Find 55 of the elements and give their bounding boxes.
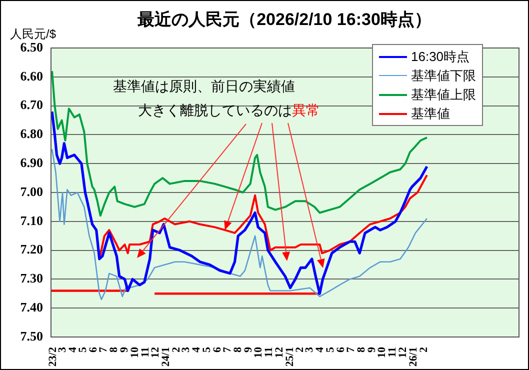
- x-tick-label: 12: [396, 346, 409, 358]
- x-tick-label: 7: [345, 346, 357, 352]
- x-tick-label: 5: [76, 346, 89, 352]
- x-tick-label: 24/1: [160, 347, 172, 367]
- legend-label: 基準値: [411, 104, 450, 122]
- x-tick-label: 10: [376, 346, 388, 358]
- x-tick-label: 26/1: [407, 347, 420, 367]
- x-tick-label: 8: [355, 346, 368, 352]
- x-tick-label: 4: [314, 346, 326, 352]
- legend-label: 基準値上限: [411, 86, 476, 104]
- x-tick-label: 9: [242, 346, 254, 352]
- x-tick-label: 11: [263, 347, 276, 358]
- x-tick-label: 3: [304, 346, 316, 352]
- y-tick-label: 6.80: [20, 126, 43, 142]
- x-tick-label: 10: [128, 346, 141, 358]
- legend-label: 16:30時点: [411, 48, 470, 66]
- x-tick-label: 25/1: [284, 347, 296, 367]
- legend-label: 基準値下限: [411, 66, 476, 84]
- x-tick-label: 10: [252, 346, 265, 358]
- y-tick-label: 7.20: [20, 242, 43, 257]
- y-tick-label: 7.40: [20, 299, 43, 314]
- x-tick-label: 9: [366, 346, 378, 352]
- y-tick-label: 7.10: [20, 212, 43, 228]
- x-tick-label: 6: [334, 346, 347, 352]
- y-tick-label: 6.90: [20, 154, 43, 170]
- x-tick-label: 23/2: [46, 346, 59, 367]
- x-tick-label: 12: [149, 346, 162, 358]
- x-tick-label: 2: [170, 346, 182, 352]
- annotation: 異常: [292, 102, 320, 118]
- x-tick-label: 8: [232, 346, 244, 352]
- x-tick-label: 7: [98, 346, 110, 352]
- x-tick-label: 5: [200, 346, 213, 352]
- annotation: 大きく離脱しているのは: [138, 102, 292, 118]
- y-tick-label: 6.70: [20, 97, 43, 112]
- x-tick-label: 4: [190, 346, 203, 352]
- y-tick-label: 7.00: [20, 184, 43, 199]
- x-tick-label: 7: [221, 346, 234, 352]
- x-tick-label: 2: [294, 346, 306, 352]
- x-tick-label: 2: [418, 346, 430, 352]
- x-tick-label: 6: [87, 346, 100, 352]
- x-tick-label: 8: [108, 346, 120, 352]
- annotation: 基準値は原則、前日の実績値: [113, 78, 295, 96]
- x-tick-label: 12: [273, 346, 286, 358]
- y-tick-label: 6.60: [20, 68, 43, 84]
- x-tick-label: 3: [56, 346, 68, 352]
- chart-title: 最近の人民元（2026/2/10 16:30時点）: [138, 10, 432, 29]
- y-tick-label: 7.50: [20, 328, 43, 344]
- x-tick-label: 5: [324, 346, 336, 352]
- x-tick-label: 11: [139, 347, 152, 358]
- y-tick-label: 7.30: [20, 270, 43, 286]
- x-tick-label: 4: [66, 346, 79, 352]
- x-tick-label: 9: [118, 346, 131, 352]
- x-tick-label: 6: [211, 346, 224, 352]
- x-tick-label: 11: [386, 347, 399, 358]
- x-tick-label: 3: [180, 346, 192, 352]
